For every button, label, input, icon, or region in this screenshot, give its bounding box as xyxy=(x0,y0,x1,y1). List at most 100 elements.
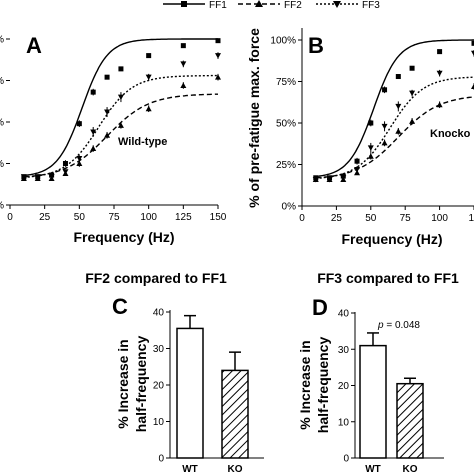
panelb-y-tick-label: 75% xyxy=(276,77,296,88)
panela-series-ff1-point xyxy=(62,161,68,166)
panela-series-ff3-point xyxy=(145,74,152,81)
panela-series-ff3-point xyxy=(180,61,187,67)
panel-b-x-label: Frequency (Hz) xyxy=(341,231,442,247)
panelb-x-tick-label: 12 xyxy=(468,213,474,224)
panelb-series-ff3-point xyxy=(312,176,319,183)
panela-x-tick-label: 25 xyxy=(39,212,51,223)
panel-d: FF3 compared to FF1 D 0 10 20 30 40 WT KO p =… xyxy=(297,270,459,474)
panela-series-ff2-point xyxy=(90,145,97,152)
panel-c-title: FF2 compared to FF1 xyxy=(85,270,227,286)
panel-a: 0 25 50 75 100 125 150 0% 25% 50% 75% 100% A Wild-… xyxy=(0,33,227,245)
panelb-series-ff3-point xyxy=(471,50,474,57)
panelb-series-ff1-point xyxy=(471,40,474,46)
panel-d-title: FF3 compared to FF1 xyxy=(317,270,459,286)
panelb-series-ff2-line xyxy=(315,96,474,179)
panelb-series-ff3-point xyxy=(340,175,347,181)
legend-item-ff2: FF2 xyxy=(238,0,302,11)
panelb-y-tick-label: 100% xyxy=(270,36,296,47)
paneld-y-tick-label: 20 xyxy=(338,381,350,392)
panelc-bar-wt xyxy=(176,327,204,459)
panela-series-ff3-point xyxy=(62,169,69,175)
paneld-y-tick-label: 10 xyxy=(338,417,350,428)
panel-a-y-ticks: 0% 25% 50% 75% 100% xyxy=(0,35,10,212)
panelb-y-tick-label: 0% xyxy=(282,202,297,213)
panelc-bar-ko xyxy=(221,369,249,459)
panel-c-y-label-line1: % Increase in xyxy=(115,339,131,429)
panela-series-ff2-point xyxy=(104,132,111,138)
panelb-x-tick-label: 50 xyxy=(365,213,377,224)
panela-series-ff1-point xyxy=(146,53,152,59)
panelc-y-tick-label: 0 xyxy=(158,454,164,465)
legend-marker-ff1 xyxy=(181,1,187,7)
panel-d-y-label-line2: half-frequency xyxy=(315,337,331,434)
panela-series-ff1-point xyxy=(118,66,124,72)
panelc-y-tick-label: 20 xyxy=(153,381,165,392)
panela-x-tick-label: 50 xyxy=(74,212,86,223)
panela-series-ff3-point xyxy=(20,174,27,180)
panela-series-ff3-point xyxy=(215,53,221,59)
panelb-series-ff2-point xyxy=(395,128,402,134)
paneld-bar-ko xyxy=(396,382,424,459)
panela-y-tick-label: 0% xyxy=(0,201,4,212)
panela-series-ff3-point xyxy=(104,109,111,116)
legend-label-ff3: FF3 xyxy=(362,0,380,11)
panela-series-ff3-point xyxy=(117,94,124,101)
panela-y-tick-label: 50% xyxy=(0,118,4,129)
panel-b: 0 25 50 75 100 12 0% 25% 50% 75% 100% B Knocko Fr… xyxy=(246,28,474,247)
panela-y-tick-label: 100% xyxy=(0,35,4,46)
panela-x-tick-label: 150 xyxy=(210,212,227,223)
panelb-series-ff3-point xyxy=(326,176,333,183)
panelb-series-ff3-point xyxy=(409,90,416,97)
paneld-bar-wt xyxy=(359,344,387,459)
panelb-series-ff1-point xyxy=(395,74,401,80)
panelb-series-ff3-point xyxy=(436,70,443,77)
panelb-series-ff2-point xyxy=(436,101,443,108)
panel-b-y-label: % of pre-fatigue max. force xyxy=(246,28,262,208)
panel-d-letter: D xyxy=(312,295,328,320)
panela-series-ff2-point xyxy=(145,105,152,112)
panela-series-ff3-point xyxy=(48,174,55,180)
panela-series-ff2-point xyxy=(117,122,124,128)
panel-a-annotation: Wild-type xyxy=(118,136,167,148)
panelc-category-label: WT xyxy=(182,464,198,474)
panela-x-tick-label: 100 xyxy=(140,212,157,223)
panela-series-ff3-point xyxy=(34,174,41,180)
legend: FF1 FF2 FF3 xyxy=(163,0,380,11)
panel-d-p-annotation: p = 0.048 xyxy=(377,320,420,331)
panel-c-letter: C xyxy=(112,294,128,319)
panela-y-tick-label: 75% xyxy=(0,76,4,87)
panela-x-tick-label: 0 xyxy=(7,212,13,223)
panelb-series-ff1-point xyxy=(437,49,443,55)
panelb-series-ff1-point xyxy=(368,120,374,126)
legend-marker-ff3 xyxy=(333,1,341,8)
panel-b-letter: B xyxy=(308,33,324,58)
panelb-series-ff1-line xyxy=(315,39,474,178)
panelc-category-label: KO xyxy=(228,464,243,474)
panela-series-ff3-point xyxy=(90,129,97,135)
legend-item-ff1: FF1 xyxy=(163,0,227,11)
panelb-x-tick-label: 25 xyxy=(331,213,343,224)
panela-series-ff2-point xyxy=(180,82,187,88)
panel-a-series xyxy=(20,38,221,181)
panela-series-ff1-point xyxy=(180,43,186,49)
panela-x-tick-label: 75 xyxy=(108,212,120,223)
legend-label-ff1: FF1 xyxy=(209,0,227,11)
paneld-y-tick-label: 40 xyxy=(338,309,350,320)
legend-label-ff2: FF2 xyxy=(284,0,302,11)
panelb-y-tick-label: 50% xyxy=(276,119,296,130)
panelc-y-tick-label: 30 xyxy=(153,344,165,355)
panela-series-ff1-point xyxy=(90,89,96,95)
panel-a-x-label: Frequency (Hz) xyxy=(73,229,174,245)
panelb-series-ff2-point xyxy=(381,139,388,146)
panelb-series-ff3-point xyxy=(354,166,361,173)
panela-x-tick-label: 125 xyxy=(175,212,192,223)
panelb-x-tick-label: 75 xyxy=(400,213,412,224)
panelb-series-ff2-point xyxy=(409,118,416,124)
panel-d-y-label-line1: % Increase in xyxy=(297,340,313,430)
panelb-series-ff3-point xyxy=(367,145,374,151)
panel-c-y-ticks: 0 10 20 30 40 xyxy=(153,308,170,465)
legend-marker-ff2 xyxy=(255,0,263,7)
panela-series-ff1-line xyxy=(23,38,218,177)
panela-series-ff2-point xyxy=(76,160,83,166)
panel-d-p-symbol: p xyxy=(377,320,384,331)
